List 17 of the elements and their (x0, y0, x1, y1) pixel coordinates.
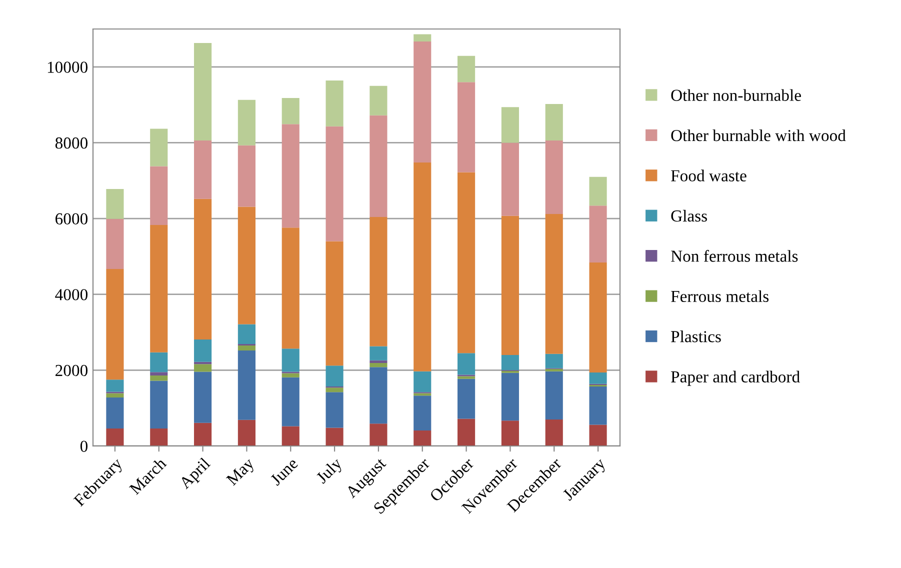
y-tick-label: 0 (80, 440, 88, 452)
legend-label: Paper and cardbord (671, 370, 800, 386)
legend-label: Other non-burnable (671, 89, 801, 101)
legend-label: Plastics (671, 330, 721, 342)
x-tick-label: June (270, 457, 299, 486)
legend-label: Non ferrous metals (671, 250, 798, 262)
x-tick-label: May (226, 456, 258, 488)
y-tick-label: 2000 (56, 364, 88, 376)
legend-label: Glass (671, 210, 707, 222)
legend-label: Ferrous metals (671, 290, 769, 302)
y-tick-label: 8000 (55, 137, 88, 149)
legend-label: Other burnable with wood (671, 129, 846, 142)
x-tick-label: July (315, 456, 346, 487)
y-tick-label: 4000 (55, 289, 88, 300)
y-tick-label: 6000 (56, 213, 88, 224)
y-tick-label: 10000 (48, 62, 88, 73)
legend-label: Food waste (671, 170, 746, 182)
